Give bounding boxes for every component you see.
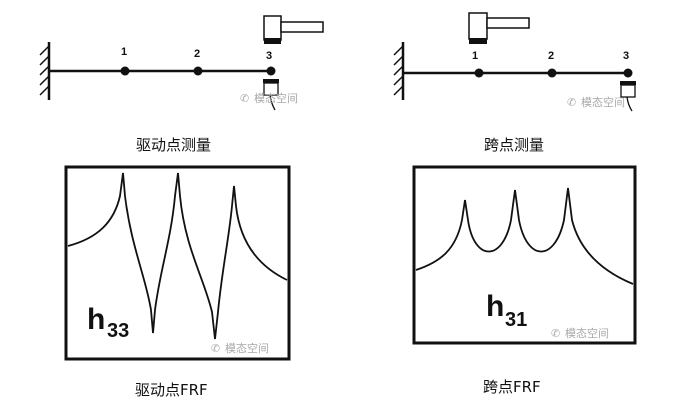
left-frf-label: h <box>87 303 105 336</box>
right-beam-caption: 跨点测量 <box>484 136 544 154</box>
left-beam-diagram: 1 2 3 ✆ 模态空间 驱动点测量 <box>39 15 324 154</box>
right-node-label-3: 3 <box>623 50 629 62</box>
svg-text:✆: ✆ <box>567 96 576 109</box>
left-hammer-icon <box>263 15 324 44</box>
svg-text:✆: ✆ <box>551 327 560 340</box>
left-node-2 <box>193 66 203 76</box>
left-node-label-3: 3 <box>266 50 272 62</box>
right-hammer-icon <box>468 12 530 44</box>
left-frf-curve <box>67 172 288 340</box>
right-beam-watermark: ✆ 模态空间 <box>567 95 625 109</box>
right-accelerometer-icon <box>620 81 636 112</box>
left-frf-frame <box>64 165 291 361</box>
left-wall-hatch <box>39 45 50 96</box>
left-frf-label-subscript: 33 <box>107 320 129 342</box>
left-node-1 <box>120 66 130 76</box>
right-wall-hatch <box>393 45 404 96</box>
right-frf-label: h <box>486 290 504 323</box>
left-accelerometer-icon <box>263 79 279 111</box>
right-node-3 <box>623 68 633 78</box>
left-node-3 <box>266 66 276 76</box>
left-beam-caption: 驱动点测量 <box>136 136 211 154</box>
left-frf-watermark: ✆ 模态空间 <box>211 341 269 355</box>
right-node-1 <box>474 68 484 78</box>
svg-text:✆: ✆ <box>211 342 220 355</box>
right-node-label-2: 2 <box>548 50 554 62</box>
svg-text:模态空间: 模态空间 <box>565 326 609 340</box>
right-frf-frame <box>412 165 637 345</box>
right-frf-watermark: ✆ 模态空间 <box>551 326 609 340</box>
left-beam-watermark: ✆ 模态空间 <box>240 91 298 105</box>
left-frf-plot: h 33 ✆ 模态空间 <box>64 165 291 361</box>
left-frf-caption: 驱动点FRF <box>135 381 208 399</box>
right-node-2 <box>547 68 557 78</box>
left-node-label-1: 1 <box>121 46 127 58</box>
svg-text:✆: ✆ <box>240 92 249 105</box>
svg-text:模态空间: 模态空间 <box>225 341 269 355</box>
right-frf-caption: 跨点FRF <box>483 378 541 396</box>
right-frf-plot: h 31 ✆ 模态空间 <box>412 165 637 345</box>
svg-text:模态空间: 模态空间 <box>581 95 625 109</box>
right-beam-diagram: 1 2 3 ✆ 模态空间 跨点测量 <box>393 12 636 154</box>
right-frf-label-subscript: 31 <box>505 309 527 331</box>
svg-text:模态空间: 模态空间 <box>254 91 298 105</box>
right-frf-curve <box>415 187 634 285</box>
left-node-label-2: 2 <box>194 48 200 60</box>
right-node-label-1: 1 <box>472 50 478 62</box>
